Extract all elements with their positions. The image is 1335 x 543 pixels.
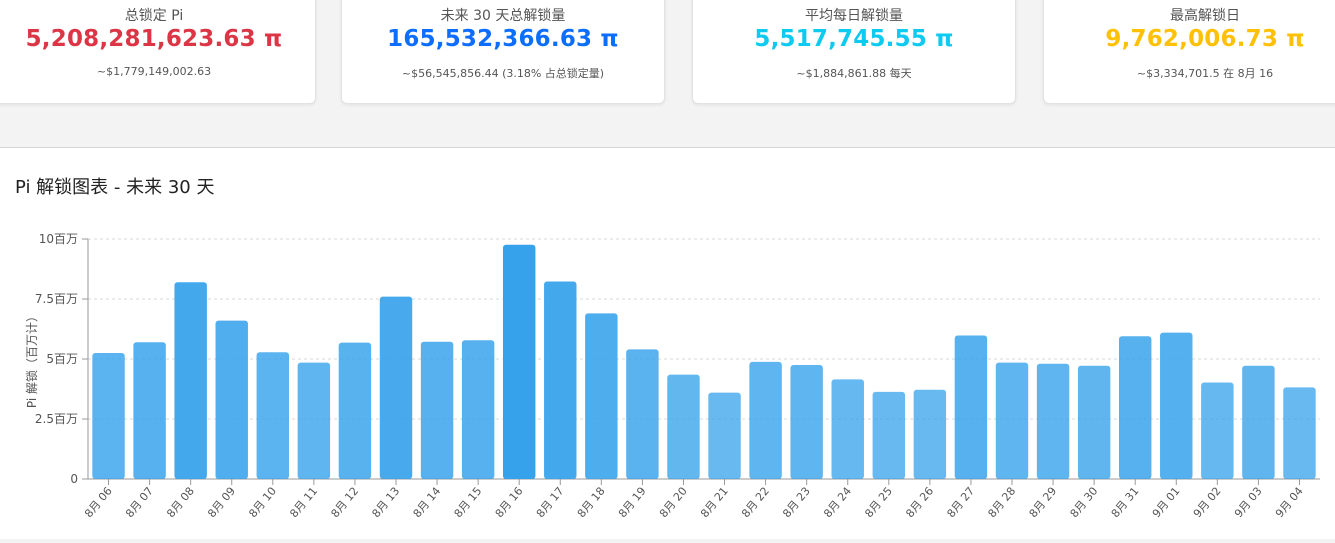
- bar-9月 01: [1160, 332, 1193, 479]
- bar-8月 30: [1077, 365, 1111, 479]
- x-tick-label: 8月 20: [657, 485, 690, 521]
- bar-8月 10: [256, 352, 290, 479]
- stat-sub: ~$56,545,856.44 (3.18% 占总锁定量): [401, 67, 605, 80]
- chart-panel: Pi 解锁图表 - 未来 30 天 0 2.5百万 5百万 7.5百万 10百万 Pi 解…: [0, 148, 1335, 539]
- y-tick-label: 10百万: [39, 232, 78, 246]
- stat-label: 平均每日解锁量: [805, 8, 903, 24]
- stat-sub: ~$1,779,149,002.63: [96, 65, 212, 78]
- x-tick-label: 8月 30: [1068, 485, 1101, 521]
- y-tick-label: 5百万: [46, 352, 78, 366]
- x-tick-label: 8月 29: [1027, 485, 1060, 521]
- x-tick-label: 8月 31: [1109, 485, 1142, 521]
- y-tick-label: 2.5百万: [35, 412, 78, 426]
- x-tick-label: 8月 08: [164, 485, 197, 521]
- x-tick-label: 9月 02: [1191, 485, 1224, 521]
- stat-value: 5,208,281,623.63 π: [25, 26, 283, 52]
- bar-8月 31: [1118, 336, 1152, 479]
- bar-8月 13: [379, 296, 413, 479]
- x-tick-label: 8月 24: [821, 485, 854, 521]
- x-tick-label: 8月 19: [616, 485, 649, 521]
- y-tick-label: 7.5百万: [35, 292, 78, 306]
- x-tick-label: 8月 13: [370, 485, 403, 521]
- bar-8月 19: [626, 349, 659, 479]
- x-tick-label: 8月 10: [246, 485, 279, 521]
- x-tick-label: 8月 09: [205, 485, 238, 521]
- x-tick-label: 9月 01: [1150, 485, 1183, 521]
- stat-label: 未来 30 天总解锁量: [440, 8, 566, 24]
- bar-8月 22: [749, 361, 782, 479]
- y-tick-label: 0: [70, 472, 78, 486]
- y-axis-label: Pi 解锁（百万计）: [24, 310, 39, 408]
- stat-sub: ~$1,884,861.88 每天: [796, 67, 912, 80]
- chart-title: Pi 解锁图表 - 未来 30 天: [15, 177, 215, 198]
- bar-8月 29: [1036, 363, 1070, 479]
- x-tick-label: 9月 03: [1232, 485, 1265, 521]
- x-tick-label: 8月 21: [698, 485, 731, 521]
- stat-card-total-locked: 总锁定 Pi 5,208,281,623.63 π ~$1,779,149,00…: [0, 0, 316, 104]
- stat-label: 总锁定 Pi: [124, 8, 184, 24]
- x-tick-label: 8月 22: [739, 485, 772, 521]
- x-tick-label: 8月 27: [944, 485, 977, 521]
- x-tick-label: 8月 07: [123, 485, 156, 521]
- bar-9月 04: [1283, 387, 1316, 479]
- bar-8月 28: [995, 362, 1029, 479]
- bar-9月 03: [1242, 365, 1275, 479]
- bar-8月 11: [297, 362, 331, 479]
- stat-value: 9,762,006.73 π: [1105, 26, 1305, 52]
- bar-8月 18: [585, 313, 618, 479]
- x-tick-label: 8月 23: [780, 485, 813, 521]
- bar-8月 23: [790, 365, 823, 479]
- x-tick-label: 8月 28: [986, 485, 1019, 521]
- stat-card-peak-day: 最高解锁日 9,762,006.73 π ~$3,334,701.5 在 8月 …: [1043, 0, 1335, 104]
- bar-8月 17: [544, 281, 577, 479]
- x-tick-label: 9月 04: [1273, 485, 1306, 521]
- bar-8月 27: [954, 335, 988, 479]
- x-tick-label: 8月 15: [452, 485, 485, 521]
- bar-8月 14: [420, 341, 454, 479]
- x-tick-label: 8月 26: [903, 485, 936, 521]
- x-tick-label: 8月 17: [534, 485, 567, 521]
- stat-value: 5,517,745.55 π: [754, 26, 954, 52]
- stat-card-daily-average: 平均每日解锁量 5,517,745.55 π ~$1,884,861.88 每天: [692, 0, 1016, 104]
- bar-8月 08: [174, 282, 207, 479]
- x-tick-label: 8月 25: [862, 485, 895, 521]
- bar-8月 07: [133, 342, 166, 479]
- x-tick-label: 8月 16: [493, 485, 526, 521]
- bar-9月 02: [1201, 382, 1234, 479]
- bar-8月 20: [667, 374, 700, 479]
- bar-8月 12: [338, 342, 372, 479]
- x-tick-label: 8月 11: [287, 485, 320, 521]
- bar-8月 24: [831, 379, 864, 479]
- bar-8月 26: [913, 389, 947, 479]
- stat-value: 165,532,366.63 π: [387, 26, 619, 52]
- x-tick-label: 8月 14: [411, 485, 444, 521]
- bar-8月 09: [215, 320, 248, 479]
- x-tick-label: 8月 18: [575, 485, 608, 521]
- x-tick-label: 8月 06: [82, 485, 115, 521]
- bar-8月 15: [461, 340, 495, 479]
- stats-band: 总锁定 Pi 5,208,281,623.63 π ~$1,779,149,00…: [0, 0, 1335, 148]
- stat-label: 最高解锁日: [1170, 8, 1240, 24]
- bar-8月 21: [708, 392, 741, 479]
- x-tick-label: 8月 12: [328, 485, 361, 521]
- bar-8月 06: [92, 353, 125, 479]
- stat-card-30day-unlock: 未来 30 天总解锁量 165,532,366.63 π ~$56,545,85…: [341, 0, 665, 104]
- bar-8月 16: [502, 244, 536, 479]
- bar-8月 25: [872, 391, 906, 479]
- stat-sub: ~$3,334,701.5 在 8月 16: [1136, 67, 1274, 80]
